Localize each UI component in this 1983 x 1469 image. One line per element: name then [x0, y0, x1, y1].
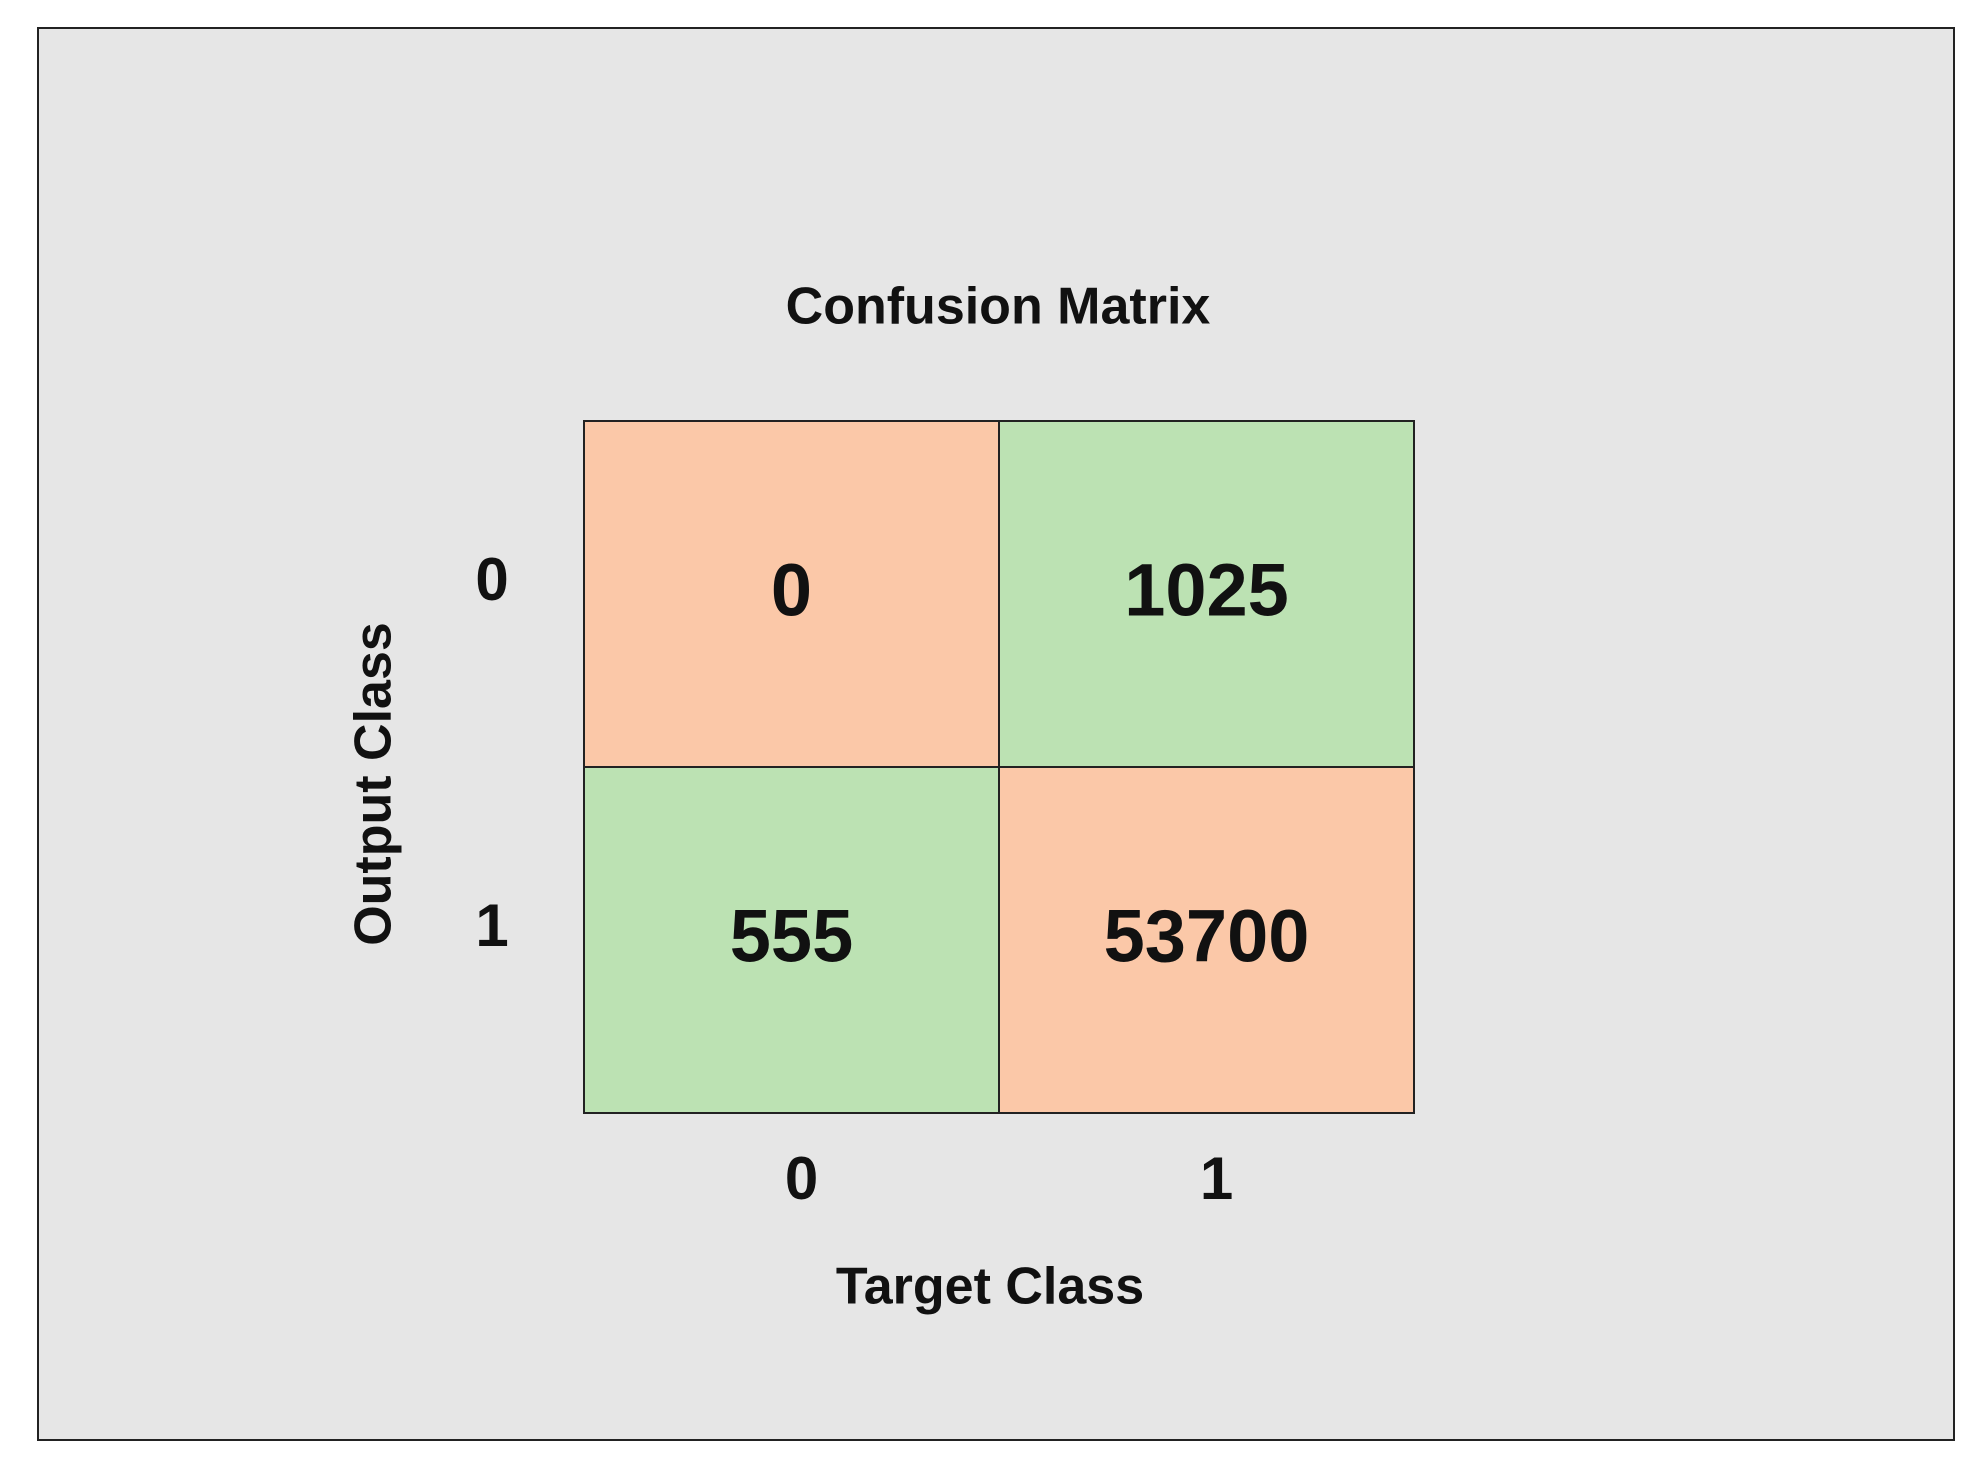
x-tick-label: 0 — [785, 1145, 818, 1212]
cell — [583, 420, 1000, 768]
chart-title: Confusion Matrix — [786, 278, 1211, 336]
cell — [583, 766, 1000, 1114]
cell-value: 53700 — [1104, 895, 1310, 978]
cell — [998, 766, 1415, 1114]
cell-value: 555 — [730, 895, 853, 978]
x-axis-title: Target Class — [836, 1258, 1144, 1316]
y-axis-title: Output Class — [345, 622, 403, 946]
x-tick-label: 1 — [1200, 1145, 1233, 1212]
cell-value: 0 — [771, 549, 812, 632]
cell — [998, 420, 1415, 768]
y-tick-label: 0 — [475, 546, 508, 613]
y-tick-label: 1 — [475, 892, 508, 959]
cell-value: 1025 — [1124, 549, 1289, 632]
